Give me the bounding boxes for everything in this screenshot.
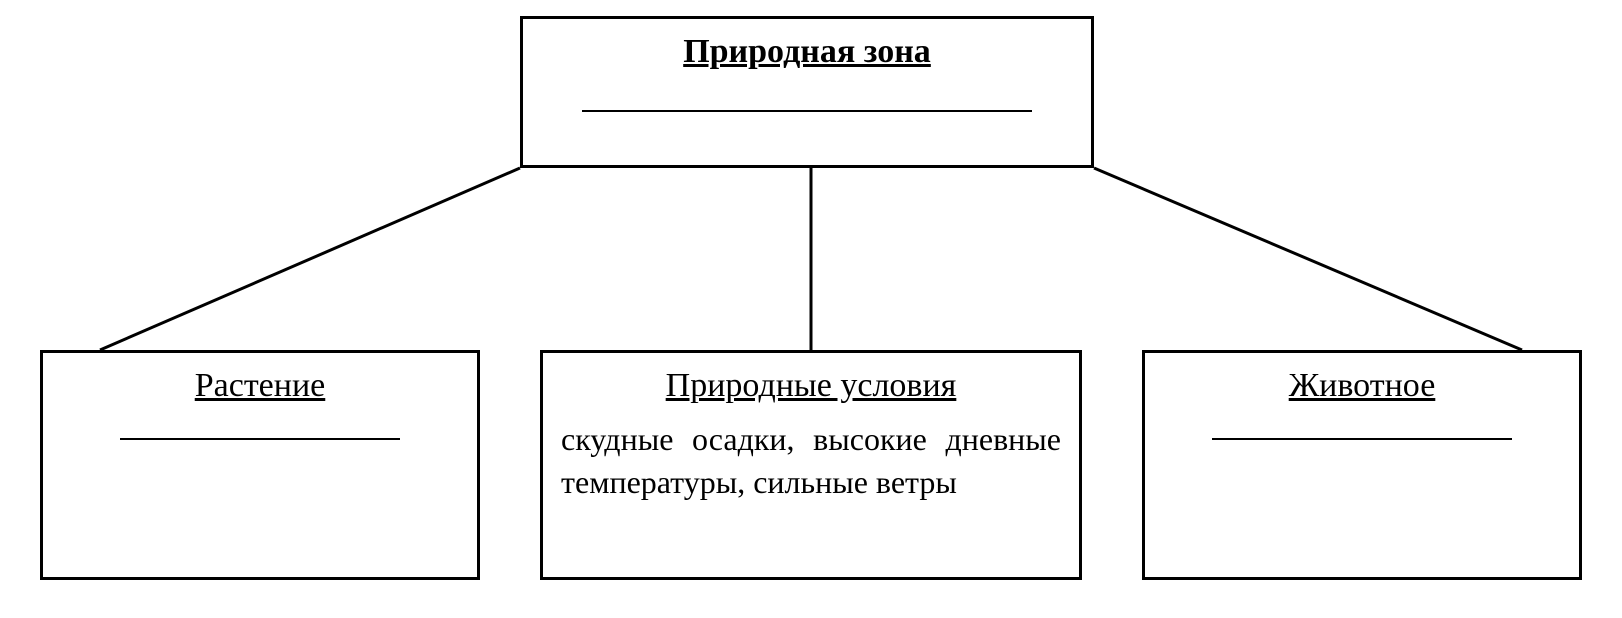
root-box: Природная зона — [520, 16, 1094, 168]
root-fill-line — [582, 110, 1032, 112]
conditions-body: скудные осадки, высокие дневные температ… — [561, 418, 1061, 504]
conditions-title: Природные условия — [561, 365, 1061, 408]
root-title: Природная зона — [541, 31, 1073, 74]
diagram-root: Природная зона Растение Природные условия с… — [0, 0, 1622, 618]
plant-title: Растение — [61, 365, 459, 408]
plant-fill-line — [120, 438, 400, 440]
connector-2 — [1094, 168, 1522, 350]
plant-box: Растение — [40, 350, 480, 580]
animal-title: Животное — [1163, 365, 1561, 408]
animal-box: Животное — [1142, 350, 1582, 580]
conditions-box: Природные условия скудные осадки, высокие… — [540, 350, 1082, 580]
animal-fill-line — [1212, 438, 1512, 440]
connector-0 — [100, 168, 520, 350]
